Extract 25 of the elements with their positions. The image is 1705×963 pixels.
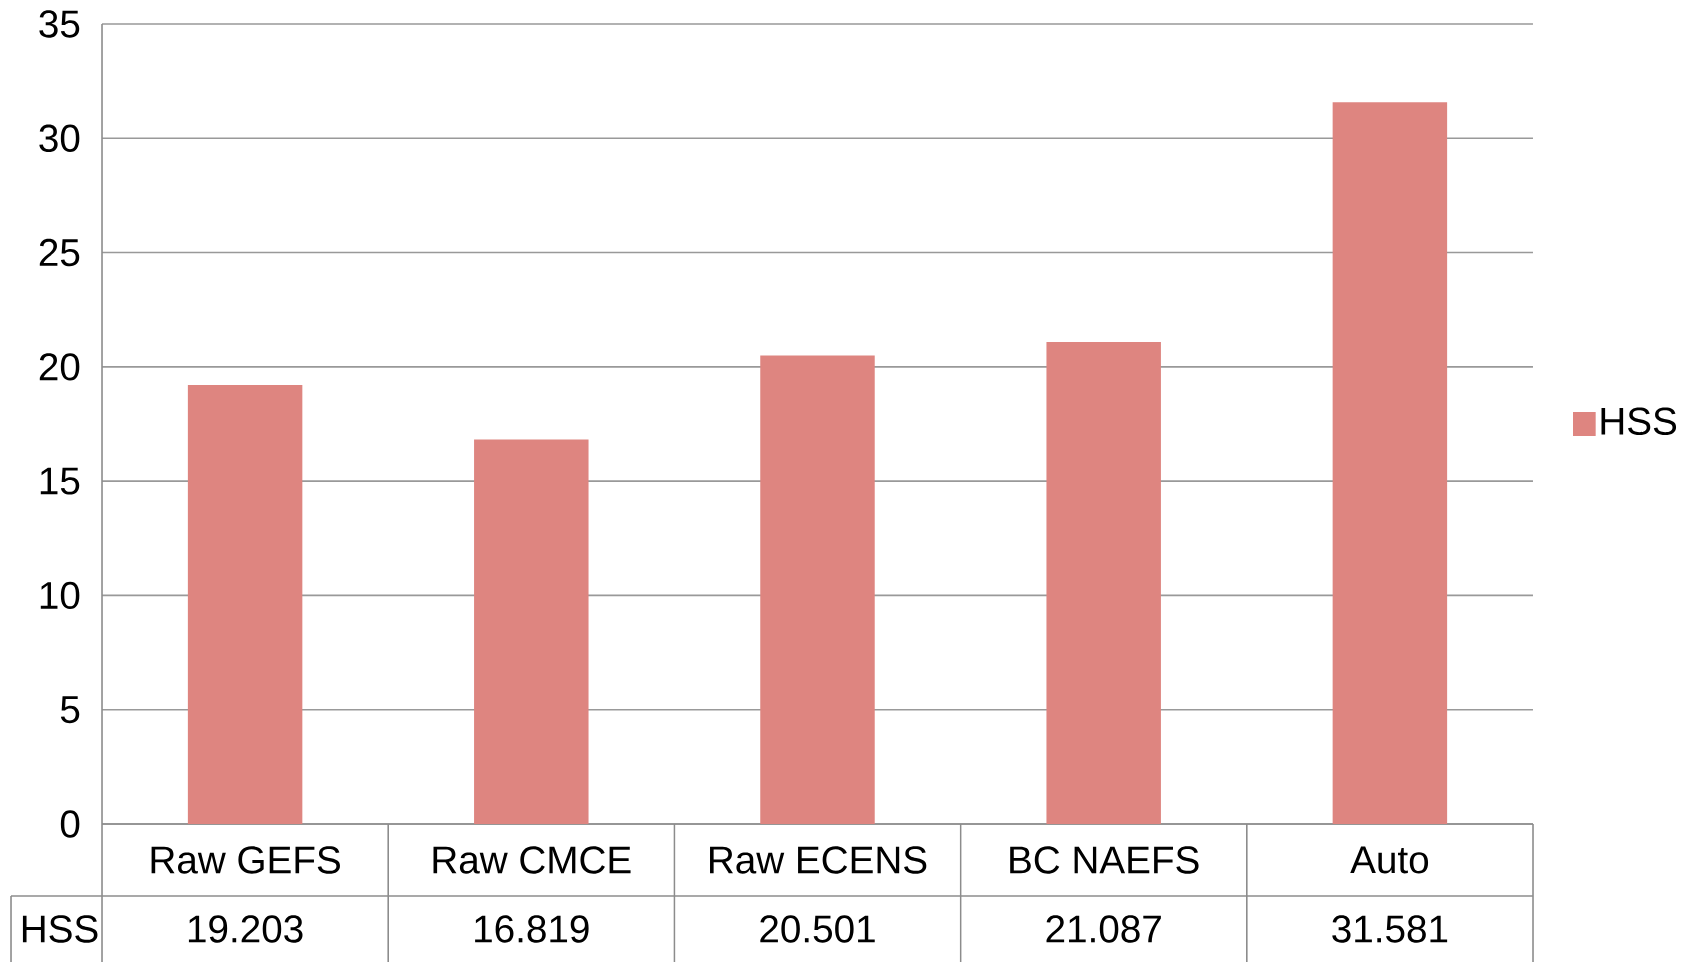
data-label: 16.819 [475, 915, 589, 943]
data-label: 20.501 [760, 915, 875, 943]
x-tick-label: BC NAEFS [1010, 846, 1199, 874]
y-tick-label: 35 [39, 10, 80, 38]
x-tick-label: Raw CMCE [433, 846, 631, 874]
bar [187, 385, 303, 824]
bar [474, 439, 589, 824]
data-label: 19.203 [188, 915, 303, 943]
bar [1046, 342, 1161, 824]
data-label: 21.087 [1046, 915, 1161, 943]
data-label: 31.581 [1332, 915, 1448, 943]
text: HSS [22, 915, 98, 943]
y-tick-label: 25 [39, 238, 80, 267]
x-tick-label: Raw GEFS [151, 846, 340, 874]
y-tick-label: 5 [60, 696, 80, 724]
x-tick-label: Auto [1350, 846, 1429, 874]
y-tick-label: 15 [40, 467, 80, 495]
x-tick-label: Raw ECENS [710, 846, 927, 874]
bar [1332, 102, 1448, 824]
y-tick-label: 0 [60, 810, 80, 838]
y-tick-label: 30 [39, 124, 80, 152]
legend-label: HSS [1601, 407, 1677, 435]
y-tick-label: 20 [39, 353, 80, 381]
bar [760, 355, 875, 824]
y-tick-label: 10 [40, 581, 80, 610]
